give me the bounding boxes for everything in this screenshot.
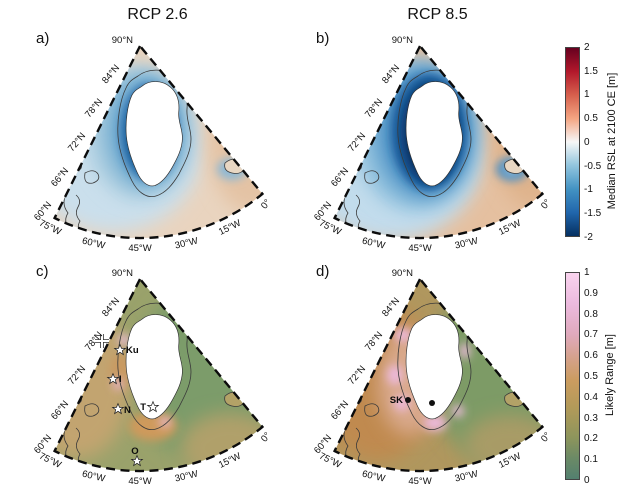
lat-label: 66°N bbox=[49, 166, 71, 189]
colorbar-range-tick: 0.2 bbox=[584, 433, 598, 444]
colorbar-range-tick: 0.5 bbox=[584, 371, 598, 382]
panel-c-map: Ku I N T O 90°N 84°N 78°N 72°N 66°N 60°N… bbox=[32, 268, 273, 487]
station-marker-dot bbox=[405, 397, 411, 403]
panel-a-field bbox=[54, 46, 263, 239]
lat-label: 84°N bbox=[380, 63, 402, 86]
colorbar-rsl-tick: -1.5 bbox=[584, 208, 602, 219]
colorbar-range bbox=[565, 272, 580, 480]
lon-label-zero: 0° bbox=[259, 430, 273, 444]
lat-label: 72°N bbox=[346, 364, 368, 387]
lat-label: 84°N bbox=[100, 296, 122, 319]
station-marker-dot bbox=[429, 400, 435, 406]
panel-label-a: a) bbox=[36, 30, 50, 47]
column-title-rcp85: RCP 8.5 bbox=[407, 6, 468, 23]
station-label: T bbox=[140, 402, 146, 413]
station-label: Ku bbox=[126, 345, 139, 356]
station-label: SK bbox=[390, 395, 403, 406]
colorbar-rsl-tick: -2 bbox=[584, 232, 593, 243]
lon-label-zero: 0° bbox=[539, 197, 553, 211]
colorbar-rsl-title: Median RSL at 2100 CE [m] bbox=[606, 72, 618, 210]
colorbar-range-tick: 0.7 bbox=[584, 329, 598, 340]
colorbar-rsl-tick: 1.5 bbox=[584, 66, 598, 77]
panel-a-map: 90°N 84°N 78°N 72°N 66°N 60°N 75°W 60°W … bbox=[32, 35, 273, 254]
station-label: N bbox=[124, 405, 131, 416]
colorbar-rsl-tick: -1 bbox=[584, 184, 593, 195]
lon-label: 30°W bbox=[174, 236, 199, 252]
lon-label: 60°W bbox=[81, 236, 106, 252]
lat-label: 72°N bbox=[346, 131, 368, 154]
station-label: O bbox=[131, 446, 138, 457]
column-title-rcp26: RCP 2.6 bbox=[127, 6, 188, 23]
cross-marker bbox=[95, 334, 109, 348]
station-markers-d: SK bbox=[390, 395, 435, 406]
panel-b-field bbox=[334, 46, 543, 239]
colorbar-rsl-tick: 1 bbox=[584, 89, 590, 100]
colorbar-range-tick: 0.3 bbox=[584, 413, 598, 424]
lat-label: 72°N bbox=[66, 364, 88, 387]
colorbar-rsl-tick: 0 bbox=[584, 137, 590, 148]
lat-label: 66°N bbox=[329, 166, 351, 189]
station-markers-c: Ku I N T O bbox=[95, 334, 159, 467]
lat-label: 78°N bbox=[363, 97, 385, 120]
lon-label: 60°W bbox=[361, 236, 386, 252]
colorbar-range-tick: 0 bbox=[584, 475, 590, 486]
colorbar-rsl-tick: 0.5 bbox=[584, 113, 598, 124]
lon-label: 45°W bbox=[408, 243, 431, 254]
panel-label-d: d) bbox=[316, 263, 330, 280]
pole-label: 90°N bbox=[112, 268, 133, 279]
panel-label-c: c) bbox=[36, 263, 49, 280]
lat-label: 66°N bbox=[329, 399, 351, 422]
colorbar-rsl-tick: -0.5 bbox=[584, 161, 602, 172]
colorbar-range-tick: 0.4 bbox=[584, 392, 598, 403]
colorbar-range-tick: 1 bbox=[584, 267, 590, 278]
lon-label: 45°W bbox=[128, 476, 151, 487]
lon-label: 45°W bbox=[408, 476, 431, 487]
lon-label: 45°W bbox=[128, 243, 151, 254]
lat-label: 78°N bbox=[83, 97, 105, 120]
panel-d-field bbox=[334, 279, 543, 472]
colorbar-range-tick: 0.6 bbox=[584, 350, 598, 361]
lat-label: 84°N bbox=[380, 296, 402, 319]
lon-label: 30°W bbox=[454, 469, 479, 485]
lon-label-zero: 0° bbox=[259, 197, 273, 211]
panel-d-map: SK 90°N 84°N 78°N 72°N 66°N 60°N 75°W 60… bbox=[312, 268, 553, 487]
panel-c-field bbox=[54, 279, 263, 472]
lon-label: 60°W bbox=[361, 469, 386, 485]
lon-label: 30°W bbox=[454, 236, 479, 252]
lon-label: 60°W bbox=[81, 469, 106, 485]
colorbar-range-tick: 0.9 bbox=[584, 288, 598, 299]
pole-label: 90°N bbox=[112, 35, 133, 46]
colorbar-range-tick: 0.1 bbox=[584, 454, 598, 465]
lat-label: 72°N bbox=[66, 131, 88, 154]
colorbar-range-title: Likely Range [m] bbox=[604, 334, 616, 416]
pole-label: 90°N bbox=[392, 268, 413, 279]
lon-label: 30°W bbox=[174, 469, 199, 485]
lat-label: 78°N bbox=[363, 330, 385, 353]
panel-b-map: 90°N 84°N 78°N 72°N 66°N 60°N 75°W 60°W … bbox=[312, 35, 553, 254]
colorbar-rsl-tick: 2 bbox=[584, 42, 590, 53]
colorbar-range-tick: 0.8 bbox=[584, 309, 598, 320]
lat-label: 84°N bbox=[100, 63, 122, 86]
lon-label-zero: 0° bbox=[539, 430, 553, 444]
pole-label: 90°N bbox=[392, 35, 413, 46]
panel-label-b: b) bbox=[316, 30, 330, 47]
station-label: I bbox=[119, 374, 122, 385]
colorbar-rsl bbox=[565, 47, 580, 237]
lat-label: 66°N bbox=[49, 399, 71, 422]
